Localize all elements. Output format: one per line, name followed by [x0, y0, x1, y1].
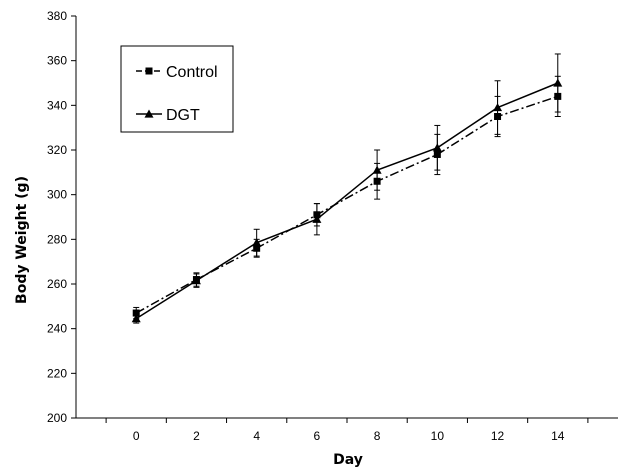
- square-marker: [145, 67, 153, 75]
- legend-item-control: Control: [136, 64, 218, 81]
- legend-box: [120, 45, 234, 133]
- triangle-marker: [144, 109, 154, 118]
- x-axis-ticks: 0 2 4 6 8 10 12 14: [105, 418, 589, 443]
- legend-item-dgt: DGT: [136, 107, 200, 124]
- x-tick-label: 6: [314, 429, 321, 443]
- x-axis-title: Day: [333, 452, 363, 468]
- y-tick-label: 240: [47, 322, 67, 336]
- triangle-marker: [131, 314, 141, 323]
- series-line: [135, 82, 559, 320]
- legend-label: DGT: [166, 107, 200, 124]
- x-tick-label: 4: [253, 429, 260, 443]
- x-tick-label: 2: [193, 429, 200, 443]
- y-axis-title: Body Weight (g): [14, 176, 30, 304]
- triangle-marker: [493, 103, 503, 112]
- x-tick-label: 12: [491, 429, 505, 443]
- x-tick-label: 14: [551, 429, 565, 443]
- triangle-marker: [312, 214, 322, 223]
- y-tick-label: 260: [47, 277, 67, 291]
- series-layer: [131, 53, 563, 324]
- y-tick-label: 340: [47, 98, 67, 112]
- x-tick-label: 8: [374, 429, 381, 443]
- series-dgt: [131, 53, 563, 324]
- legend-items: Control DGT: [136, 64, 218, 124]
- y-tick-label: 320: [47, 143, 67, 157]
- x-tick-label: 10: [431, 429, 445, 443]
- triangle-marker: [252, 238, 262, 247]
- legend: Control DGT: [120, 45, 234, 133]
- y-tick-label: 280: [47, 232, 67, 246]
- triangle-marker: [553, 78, 563, 87]
- y-tick-label: 360: [47, 54, 67, 68]
- square-marker: [132, 309, 140, 317]
- legend-label: Control: [166, 64, 218, 81]
- y-tick-label: 300: [47, 188, 67, 202]
- y-tick-label: 380: [47, 9, 67, 23]
- y-tick-label: 200: [47, 411, 67, 425]
- y-tick-label: 220: [47, 366, 67, 380]
- y-axis-ticks: 200 220 240 260 280 300 320 340 360 380: [47, 9, 76, 425]
- x-tick-label: 0: [133, 429, 140, 443]
- triangle-marker: [191, 276, 201, 285]
- triangle-marker: [372, 165, 382, 174]
- triangle-marker: [432, 143, 442, 152]
